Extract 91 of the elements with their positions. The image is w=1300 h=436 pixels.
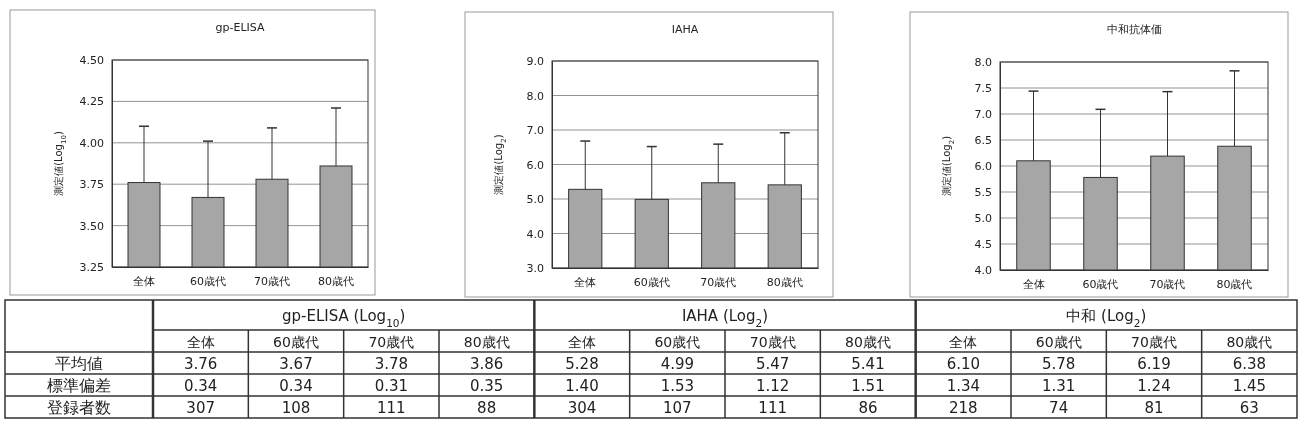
category-label: 登録者数 bbox=[47, 398, 111, 417]
category-label: 80歳代 bbox=[463, 334, 510, 350]
text: 3.78 bbox=[374, 355, 409, 373]
text: gp-ELISA (Log$_{10}$) bbox=[281, 307, 406, 329]
y-tick-label: 3.50 bbox=[79, 219, 104, 233]
category-label: 60歳代 bbox=[1035, 334, 1082, 350]
text: 1.34 bbox=[946, 377, 981, 395]
text: 0.34 bbox=[279, 377, 313, 395]
x-tick-label: 70歳代 bbox=[254, 274, 290, 288]
text: 74 bbox=[1049, 399, 1069, 417]
category-label: 平均値 bbox=[55, 354, 103, 373]
text: 中和 (Log$_{2}$) bbox=[1066, 307, 1147, 329]
text: 6.10 bbox=[946, 355, 981, 373]
category-label: 全体 bbox=[568, 334, 596, 350]
text: 108 bbox=[281, 399, 311, 417]
text: 6.19 bbox=[1137, 355, 1171, 373]
chart-title: IAHA bbox=[671, 23, 699, 36]
y-tick-label: 4.0 bbox=[974, 264, 992, 278]
text: 1.24 bbox=[1137, 377, 1171, 395]
text: 3.67 bbox=[279, 355, 313, 373]
category-label: 60歳代 bbox=[654, 334, 701, 350]
category-label: 全体 bbox=[949, 334, 978, 350]
y-tick-label: 3.0 bbox=[526, 262, 544, 276]
y-tick-label: 4.25 bbox=[79, 95, 104, 109]
y-tick-label: 7.5 bbox=[974, 82, 992, 96]
x-tick-label: 60歳代 bbox=[633, 275, 670, 289]
category-label: 60歳代 bbox=[273, 334, 319, 350]
y-tick-label: 6.0 bbox=[974, 160, 992, 174]
y-tick-label: 3.25 bbox=[79, 261, 104, 275]
text: IAHA (Log$_{2}$) bbox=[681, 307, 769, 329]
text: 6.38 bbox=[1232, 355, 1267, 373]
y-tick-label: 7.0 bbox=[526, 124, 544, 138]
text: 1.40 bbox=[565, 377, 599, 395]
category-label: 80歳代 bbox=[845, 334, 891, 350]
x-tick-label: 全体 bbox=[1022, 277, 1045, 291]
text: 4.99 bbox=[660, 355, 695, 373]
text: 0.34 bbox=[183, 377, 218, 395]
text: 111 bbox=[377, 399, 406, 417]
x-tick-label: 70歳代 bbox=[700, 275, 737, 289]
x-tick-label: 80歳代 bbox=[318, 274, 354, 288]
x-tick-label: 全体 bbox=[574, 275, 597, 289]
category-label: 70歳代 bbox=[368, 334, 415, 350]
text: 304 bbox=[567, 399, 597, 417]
text: 107 bbox=[663, 399, 692, 417]
x-tick-label: 全体 bbox=[133, 274, 155, 288]
category-label: 全体 bbox=[186, 334, 215, 350]
y-tick-label: 8.0 bbox=[526, 89, 544, 103]
text: 81 bbox=[1144, 399, 1164, 417]
y-tick-label: 4.0 bbox=[526, 227, 544, 241]
text: 3.76 bbox=[183, 355, 218, 373]
text: 86 bbox=[858, 399, 878, 417]
y-tick-label: 5.0 bbox=[526, 193, 544, 207]
text: 1.12 bbox=[755, 377, 790, 395]
y-tick-label: 3.75 bbox=[79, 178, 104, 192]
y-tick-label: 5.5 bbox=[974, 186, 992, 200]
y-tick-label: 6.0 bbox=[526, 158, 544, 172]
y-tick-label: 4.50 bbox=[79, 54, 104, 68]
y-tick-label: 7.0 bbox=[974, 108, 992, 122]
category-label: 80歳代 bbox=[1226, 334, 1273, 350]
text: 5.28 bbox=[565, 355, 599, 373]
y-tick-label: 8.0 bbox=[974, 56, 992, 70]
y-tick-label: 4.5 bbox=[974, 238, 992, 252]
text: 63 bbox=[1239, 399, 1259, 417]
text: 0.35 bbox=[469, 377, 504, 395]
text: 111 bbox=[758, 399, 787, 417]
text: 5.78 bbox=[1041, 355, 1076, 373]
text: 3.86 bbox=[469, 355, 504, 373]
x-tick-label: 60歳代 bbox=[1082, 277, 1119, 291]
chart-title: gp-ELISA bbox=[215, 21, 265, 34]
text: 88 bbox=[477, 399, 497, 417]
text: 1.53 bbox=[660, 377, 695, 395]
text: 307 bbox=[186, 399, 215, 417]
y-tick-label: 4.00 bbox=[79, 136, 104, 150]
category-label: 70歳代 bbox=[1131, 334, 1177, 350]
y-tick-label: 9.0 bbox=[526, 55, 544, 69]
y-tick-label: 6.5 bbox=[974, 134, 992, 148]
x-tick-label: 70歳代 bbox=[1149, 277, 1186, 291]
x-tick-label: 80歳代 bbox=[1216, 277, 1253, 291]
x-tick-label: 60歳代 bbox=[190, 274, 226, 288]
text: 1.31 bbox=[1041, 377, 1076, 395]
x-tick-label: 80歳代 bbox=[766, 275, 803, 289]
text: 5.41 bbox=[851, 355, 885, 373]
y-tick-label: 5.0 bbox=[974, 212, 992, 226]
text: 0.31 bbox=[374, 377, 409, 395]
category-label: 70歳代 bbox=[749, 334, 796, 350]
chart-title: 中和抗体価 bbox=[1106, 23, 1162, 36]
text: 1.51 bbox=[851, 377, 885, 395]
text: 1.45 bbox=[1232, 377, 1267, 395]
category-label: 標準偏差 bbox=[47, 376, 111, 395]
text: 218 bbox=[949, 399, 978, 417]
text: 5.47 bbox=[755, 355, 790, 373]
